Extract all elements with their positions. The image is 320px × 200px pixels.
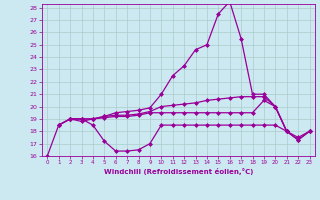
X-axis label: Windchill (Refroidissement éolien,°C): Windchill (Refroidissement éolien,°C) xyxy=(104,168,253,175)
